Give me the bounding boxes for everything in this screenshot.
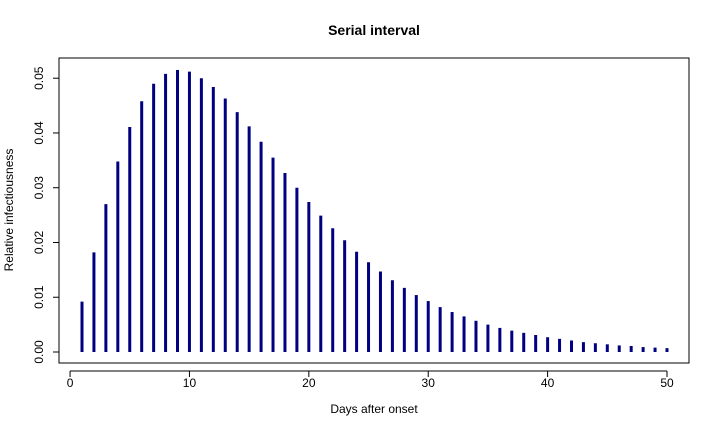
y-tick-label-2: 0.02 — [32, 230, 46, 254]
y-tick-label-4: 0.04 — [32, 121, 46, 145]
x-axis: 0 10 20 30 40 50 — [67, 370, 674, 390]
x-tick-label-40: 40 — [541, 376, 555, 390]
y-tick-label-1: 0.01 — [32, 285, 46, 309]
x-tick-label-20: 20 — [302, 376, 316, 390]
y-tick-label-3: 0.03 — [32, 176, 46, 200]
x-tick-label-0: 0 — [67, 376, 74, 390]
x-tick-label-30: 30 — [422, 376, 436, 390]
y-axis: 0.00 0.01 0.02 0.03 0.04 0.05 — [32, 66, 60, 364]
x-tick-label-10: 10 — [183, 376, 197, 390]
x-axis-label: Days after onset — [330, 402, 418, 416]
x-tick-label-50: 50 — [660, 376, 674, 390]
y-axis-label: Relative infectiousness — [2, 149, 16, 272]
bars-group — [80, 70, 669, 352]
y-tick-label-5: 0.05 — [32, 66, 46, 90]
chart-title: Serial interval — [328, 22, 420, 38]
y-tick-label-0: 0.00 — [32, 340, 46, 364]
